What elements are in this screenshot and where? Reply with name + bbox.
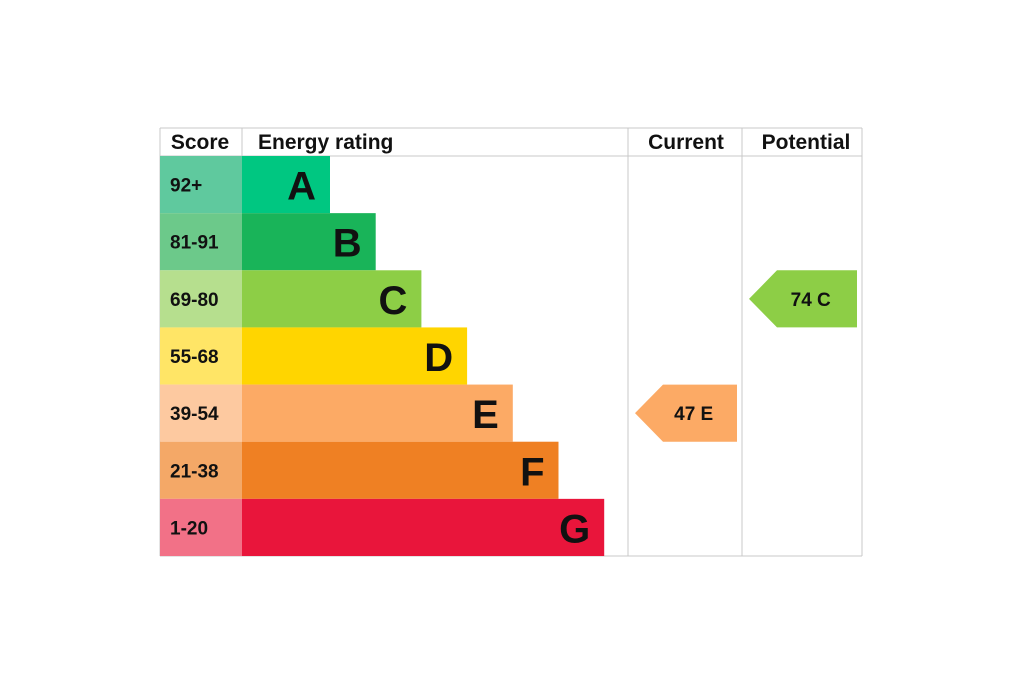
potential-rating-indicator-arrow [749,270,857,328]
band-a-letter: A [287,165,316,209]
band-e: 39-54 E [160,384,513,442]
band-c-score-cell [160,270,242,328]
chart-headers: Score Energy rating Current Potential [171,131,851,154]
band-e-bar [242,384,513,442]
rating-indicators: 47 E 74 C [635,270,857,442]
band-b-bar [242,213,376,271]
band-f-bar [242,441,559,499]
header-potential: Potential [762,131,851,154]
band-c-score-label: 69-80 [170,290,219,311]
potential-rating-indicator: 74 C [749,270,857,328]
band-e-score-cell [160,384,242,442]
band-a-score-cell [160,156,242,214]
band-f-letter: F [520,450,544,494]
potential-rating-indicator-label: 74 C [791,290,831,311]
header-score: Score [171,131,229,154]
band-d: 55-68 D [160,327,468,385]
current-rating-indicator-label: 47 E [674,404,713,425]
band-d-score-cell [160,327,242,385]
band-g-letter: G [559,507,590,551]
band-g-bar [242,498,605,556]
header-energy-rating: Energy rating [258,131,393,154]
current-rating-indicator-arrow [635,384,737,442]
band-g-score-cell [160,498,242,556]
band-b-score-cell [160,213,242,271]
band-c-letter: C [379,279,408,323]
band-d-score-label: 55-68 [170,347,219,368]
band-e-score-label: 39-54 [170,404,219,425]
current-rating-indicator: 47 E [635,384,737,442]
header-current: Current [648,131,724,154]
band-g-score-label: 1-20 [170,518,208,539]
band-a-score-label: 92+ [170,176,202,197]
band-b-letter: B [333,222,362,266]
band-b: 81-91 B [160,213,376,271]
band-f-score-label: 21-38 [170,461,219,482]
band-f-score-cell [160,441,242,499]
band-e-letter: E [472,393,499,437]
band-c: 69-80 C [160,270,422,328]
band-a-bar [242,156,330,214]
band-a: 92+ A [160,156,330,214]
band-c-bar [242,270,422,328]
band-g: 1-20 G [160,498,605,556]
rating-bands: 92+ A 81-91 B 69-80 C 55-68 D 39-54 E 21-38 F 1-20 G [160,156,605,556]
band-d-letter: D [424,336,453,380]
band-b-score-label: 81-91 [170,233,219,254]
band-d-bar [242,327,468,385]
band-f: 21-38 F [160,441,559,499]
